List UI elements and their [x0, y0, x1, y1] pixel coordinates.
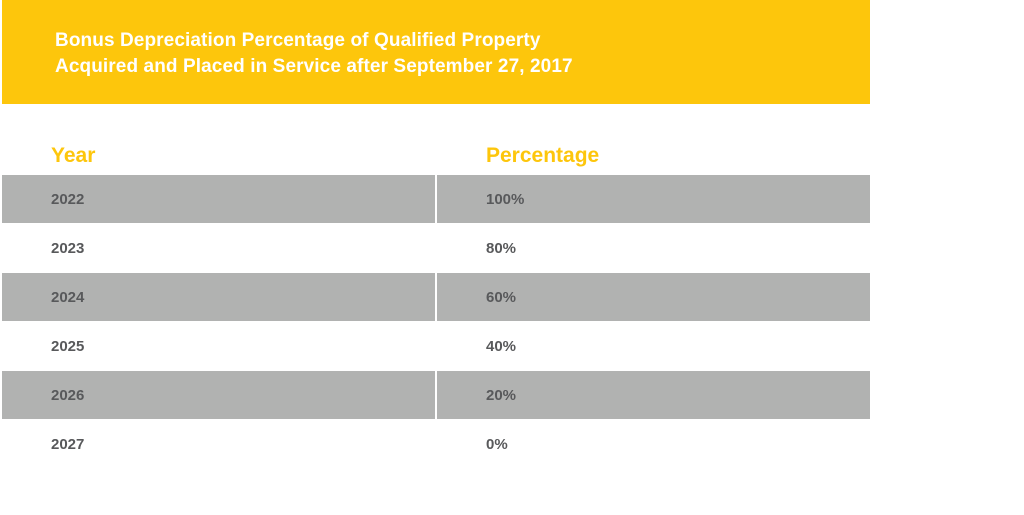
year-cell: 2027: [51, 435, 85, 453]
percentage-cell: 80%: [486, 239, 517, 257]
table-row: 2026 20%: [2, 371, 870, 419]
table-row: 2023 80%: [2, 223, 870, 273]
year-cell: 2023: [51, 239, 85, 257]
percentage-cell: 0%: [486, 435, 508, 453]
table-body: 2022 100% 2023 80% 2024 60% 2025 40% 202…: [2, 175, 870, 469]
percentage-cell: 100%: [486, 190, 525, 208]
percentage-cell: 40%: [486, 337, 517, 355]
title-banner: Bonus Depreciation Percentage of Qualifi…: [2, 0, 870, 104]
table-header: Year Percentage: [2, 140, 870, 174]
percentage-cell: 20%: [486, 386, 517, 404]
year-column-header: Year: [51, 144, 96, 167]
percentage-cell: 60%: [486, 288, 517, 306]
table-row: 2025 40%: [2, 321, 870, 371]
title-line-1: Bonus Depreciation Percentage of Qualifi…: [55, 30, 541, 51]
year-cell: 2025: [51, 337, 85, 355]
title-line-2: Acquired and Placed in Service after Sep…: [55, 56, 573, 77]
table-row: 2024 60%: [2, 273, 870, 321]
table-row: 2022 100%: [2, 175, 870, 223]
table-row: 2027 0%: [2, 419, 870, 469]
year-cell: 2024: [51, 288, 85, 306]
percentage-column-header: Percentage: [486, 144, 600, 167]
year-cell: 2026: [51, 386, 85, 404]
year-cell: 2022: [51, 190, 85, 208]
